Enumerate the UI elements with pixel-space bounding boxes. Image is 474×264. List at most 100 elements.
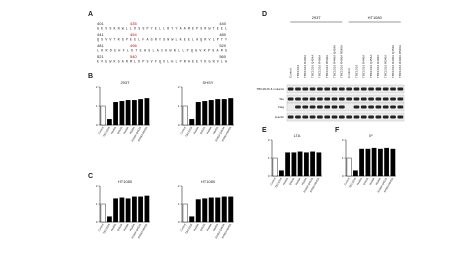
- bar: [208, 100, 214, 126]
- x-tick-label: TBC1D16: [102, 125, 111, 137]
- x-tick-label: TBC1D16: [348, 176, 357, 188]
- x-tick-label: R540A: [212, 223, 220, 232]
- bar: [144, 195, 150, 223]
- residue-number: 560: [219, 54, 226, 59]
- y-tick-label: 1: [268, 156, 270, 160]
- blot-band: [397, 115, 404, 119]
- blot-band: [302, 97, 309, 101]
- blot-band: [309, 105, 316, 109]
- blot-band: [338, 105, 345, 109]
- residue-mark: 454: [130, 32, 137, 37]
- panel-label: D: [262, 11, 267, 18]
- lane-label: TBC1D16 R496A R540A: [398, 45, 402, 78]
- blot-band: [309, 115, 316, 119]
- blot-band: [375, 87, 382, 91]
- residue-mark: 540: [130, 54, 137, 59]
- x-tick-label: R496A R540A: [221, 126, 233, 142]
- blot-band: [338, 115, 345, 119]
- y-tick-label: 2: [178, 85, 180, 89]
- chart-title: HT1080: [118, 179, 133, 184]
- x-tick-label: R496A: [205, 223, 213, 232]
- x-tick-label: R440A: [282, 177, 290, 186]
- bar: [316, 152, 322, 177]
- lane-label: TBC1D16 R440A: [362, 55, 366, 78]
- chart-title: LTA: [294, 133, 301, 138]
- bar: [221, 99, 227, 126]
- y-tick-label: 0: [178, 220, 180, 224]
- blot-band: [375, 97, 382, 101]
- bar: [106, 119, 112, 126]
- bar: [138, 99, 144, 126]
- chart-title: 293T: [120, 80, 130, 85]
- bar: [131, 100, 137, 126]
- blot-band: [353, 97, 360, 101]
- sequence-line: EVEWKSARMLDPSVFQVLHLPRAEEYKGNVLA: [97, 59, 227, 63]
- bar: [131, 196, 137, 223]
- sequence-line: LKRDEHFLDTEHSLAIKWNLLPQGVRPSAMS: [97, 48, 227, 52]
- blot-strip: [286, 84, 405, 94]
- chart-title: IF: [369, 133, 373, 138]
- x-tick-label: R440A Q454A: [302, 177, 314, 194]
- blot-band: [295, 115, 301, 119]
- bar: [202, 198, 208, 223]
- blot-band: [324, 115, 331, 119]
- x-tick-label: R496A: [122, 126, 130, 135]
- blot-band: [360, 87, 367, 91]
- blot-band: [338, 97, 345, 101]
- blot-group: 293T: [312, 15, 322, 20]
- panel-label: C: [88, 173, 93, 180]
- blot-band: [382, 105, 389, 109]
- blot-band: [287, 97, 294, 101]
- blot-band: [317, 115, 323, 119]
- blot-band: [331, 105, 338, 109]
- bar: [138, 196, 144, 223]
- blot-band: [368, 105, 374, 109]
- blot-band: [353, 87, 360, 91]
- x-tick-label: R540A: [300, 177, 308, 186]
- residue-number: 441: [97, 32, 104, 37]
- lane-label: Control: [288, 68, 292, 78]
- lane-label: TBC1D16 R496A R540A: [340, 45, 344, 78]
- blot-group: HT1080: [368, 15, 383, 20]
- residue-number: 481: [97, 43, 104, 48]
- x-tick-label: Control: [179, 222, 187, 232]
- blot-band: [360, 97, 367, 101]
- lane-label: TBC1D16 Q454A: [310, 55, 314, 78]
- x-tick-label: R440A Q454A: [130, 223, 142, 240]
- bar: [119, 197, 125, 223]
- bar: [303, 152, 309, 177]
- blot-band: [302, 87, 309, 91]
- bar: [182, 105, 188, 126]
- bar: [352, 170, 358, 177]
- panel-label: F: [335, 127, 340, 134]
- bar: [202, 101, 208, 126]
- x-tick-label: R540A: [128, 126, 136, 135]
- y-tick-label: 1: [342, 156, 344, 160]
- y-tick-label: 0: [342, 174, 344, 178]
- blot-band: [390, 87, 396, 91]
- bar: [365, 148, 371, 177]
- blot-band: [287, 87, 294, 91]
- residue-number: 480: [219, 32, 226, 37]
- blot-band: [331, 87, 338, 91]
- x-tick-label: Q454A: [362, 177, 370, 186]
- panel-label: B: [88, 73, 93, 80]
- bar: [310, 151, 316, 177]
- y-tick-label: 1: [178, 202, 180, 206]
- blot-band: [324, 105, 331, 109]
- bar: [106, 216, 112, 223]
- blot-band: [360, 105, 367, 109]
- sequence-line: GEVSKNWLLDSSPYELLRYYAAMEPSRWTEEL: [97, 26, 227, 30]
- blot-band: [324, 87, 331, 91]
- residue-number: 401: [97, 21, 104, 26]
- bar: [100, 203, 106, 223]
- panel-label: E: [262, 127, 267, 134]
- y-tick-label: 2: [342, 138, 344, 142]
- lane-label: TBC1D16: [354, 64, 358, 78]
- x-tick-label: R440A: [356, 177, 364, 186]
- blot-row-label: β-actin: [275, 115, 284, 119]
- x-tick-label: R440A Q454A: [130, 126, 142, 143]
- y-tick-label: 1: [96, 104, 98, 108]
- x-tick-label: R440A Q454A: [214, 126, 226, 143]
- blot-band: [295, 87, 301, 91]
